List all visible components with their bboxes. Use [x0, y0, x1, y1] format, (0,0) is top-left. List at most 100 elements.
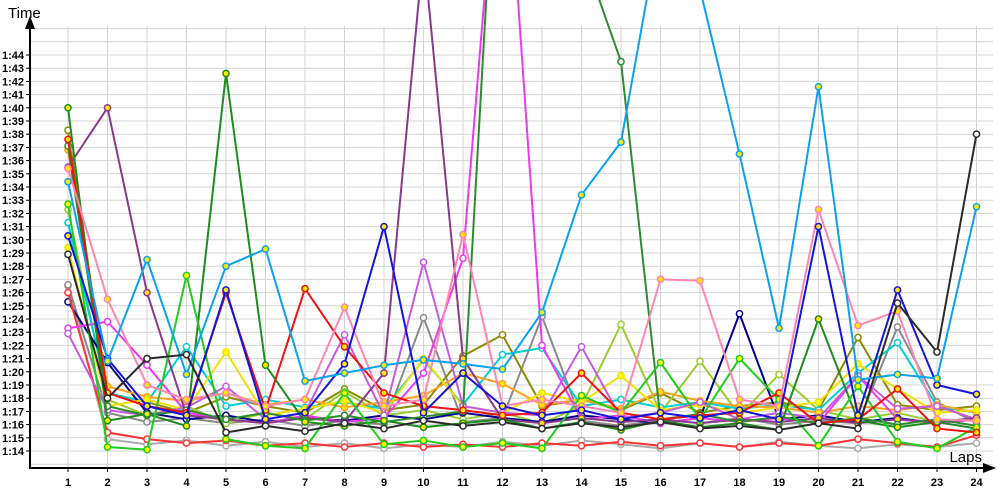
series-pink-marker	[301, 395, 309, 404]
series-red-marker	[933, 424, 941, 433]
series-olive-line	[67, 129, 978, 414]
series-pink-marker	[972, 416, 981, 425]
series-cyan-marker	[617, 395, 625, 404]
x-tick-label: 6	[262, 477, 268, 489]
y-tick-label: 1:29	[2, 248, 24, 260]
x-axis-arrow-icon	[983, 463, 996, 473]
series-crimson-marker	[656, 441, 665, 450]
series-sky-blue-line	[67, 0, 978, 383]
series-red-marker	[577, 369, 586, 377]
x-tick-label: 7	[302, 477, 308, 489]
series-sky-blue-marker	[380, 361, 388, 370]
series-pink-marker	[854, 321, 862, 330]
series-black-marker	[64, 250, 72, 259]
series-blue-marker	[459, 369, 467, 377]
x-tick-label: 12	[496, 477, 508, 489]
y-tick-label: 1:31	[2, 222, 24, 234]
series-crimson-marker	[696, 439, 704, 447]
y-tick-label: 1:15	[2, 433, 24, 445]
x-tick-label: 16	[654, 477, 666, 489]
series-green-marker	[735, 354, 744, 363]
series-black-marker	[340, 419, 349, 428]
x-tick-label: 14	[575, 477, 588, 489]
series-green-marker	[656, 358, 665, 367]
y-tick-label: 1:35	[2, 169, 24, 181]
series-blue-marker	[538, 411, 546, 420]
series-orange-marker	[498, 379, 507, 388]
series-green-marker	[64, 200, 72, 209]
series-pink-marker	[617, 408, 625, 417]
series-gray-marker	[143, 418, 151, 426]
series-black-marker	[656, 418, 665, 426]
series-blue-marker	[735, 406, 744, 414]
series-sky-blue-marker	[340, 369, 349, 377]
series-black-marker	[577, 419, 586, 428]
y-tick-label: 1:14	[2, 446, 25, 458]
series-violet-marker	[419, 258, 428, 267]
series-yellow-marker	[538, 389, 546, 397]
series-blue-marker	[143, 402, 151, 410]
series-black-marker	[538, 424, 546, 433]
series-crimson-marker	[419, 443, 428, 451]
series-purple-marker	[380, 369, 388, 377]
x-tick-label: 23	[931, 477, 943, 489]
series-sky-blue-marker	[893, 370, 902, 379]
series-blue-marker	[261, 415, 270, 424]
series-dark-green-marker	[64, 103, 72, 112]
series-violet-marker	[696, 398, 704, 407]
series-green-marker	[340, 389, 349, 397]
series-dark-green-line	[67, 72, 978, 431]
series-black-marker	[775, 426, 783, 434]
series-violet-marker	[222, 382, 230, 391]
series-green-marker	[854, 382, 862, 391]
y-tick-label: 1:42	[2, 76, 24, 88]
series-green-marker	[103, 443, 112, 451]
series-sky-blue-marker	[301, 377, 309, 385]
y-tick-label: 1:28	[2, 261, 24, 273]
series-pink-marker	[380, 402, 388, 410]
series-green-marker	[933, 444, 941, 453]
series-crimson-marker	[64, 288, 72, 297]
series-pink-marker	[459, 230, 467, 239]
series-sky-blue-marker	[222, 262, 230, 271]
series-blue-marker	[419, 408, 428, 417]
series-black-marker	[103, 394, 112, 403]
series-black-marker	[696, 424, 704, 433]
series-crimson-marker	[617, 437, 625, 446]
series-yellowgreen-marker	[617, 320, 625, 329]
series-blue-marker	[380, 222, 388, 231]
series-red-marker	[64, 135, 72, 144]
series-red-marker	[972, 428, 981, 437]
series-crimson-marker	[340, 443, 349, 451]
y-tick-label: 1:24	[2, 314, 25, 326]
series-blue-marker	[775, 415, 783, 424]
series-black-marker	[972, 130, 981, 139]
series-black-marker	[933, 348, 941, 356]
series-green-marker	[577, 391, 586, 400]
x-tick-label: 10	[417, 477, 429, 489]
y-tick-label: 1:23	[2, 327, 24, 339]
series-crimson-marker	[854, 435, 862, 443]
y-tick-label: 1:22	[2, 340, 24, 352]
series-gray-line	[67, 283, 978, 427]
series-yellow-marker	[340, 396, 349, 405]
series-pink-marker	[340, 303, 349, 311]
series-green-marker	[814, 441, 823, 450]
series-black-marker	[814, 419, 823, 428]
series-yellow-marker	[143, 395, 151, 404]
series-dark-green-marker	[182, 422, 191, 430]
series-blue-marker	[577, 406, 586, 414]
series-green-marker	[380, 440, 388, 449]
series-red-marker	[380, 389, 388, 397]
series-violet-marker	[64, 329, 72, 338]
series-sky-blue-marker	[103, 357, 112, 366]
y-tick-label: 1:34	[2, 182, 25, 194]
series-magenta-marker	[538, 341, 546, 350]
x-tick-label: 21	[852, 477, 864, 489]
y-tick-label: 1:30	[2, 235, 24, 247]
series-black-marker	[459, 422, 467, 430]
series-gray-marker	[64, 280, 72, 289]
y-tick-label: 1:38	[2, 129, 24, 141]
series-dark-green-marker	[301, 418, 309, 426]
series-black-marker	[735, 422, 744, 430]
